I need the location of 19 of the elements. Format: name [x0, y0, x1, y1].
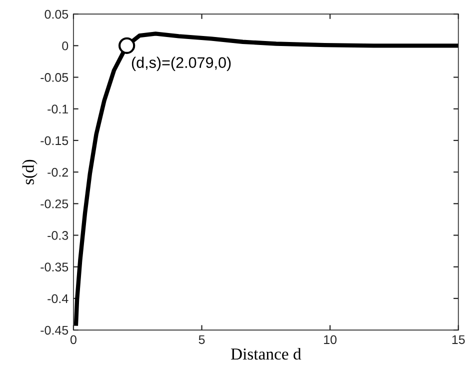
y-tick-label: -0.4	[48, 294, 68, 304]
x-tick-label: 0	[70, 335, 76, 344]
line-series	[74, 32, 458, 326]
x-axis-title: Distance d	[230, 348, 302, 360]
y-tick-label: 0.05	[44, 10, 68, 19]
y-tick-label: -0.25	[40, 199, 68, 208]
y-tick-label: -0.15	[40, 136, 68, 146]
x-tick-label: 10	[324, 335, 337, 344]
y-tick-label: -0.35	[40, 262, 68, 272]
y-axis-title: s(d)	[22, 160, 38, 184]
y-tick-label: -0.3	[48, 231, 68, 240]
y-tick-label: -0.1	[48, 104, 68, 114]
y-tick-label: 0	[62, 41, 68, 50]
x-tick-label: 5	[198, 335, 205, 344]
annotation: (d,s)=(2.079,0)	[132, 56, 231, 72]
y-tick-label: -0.2	[48, 168, 68, 177]
x-tick-label: 15	[452, 335, 465, 344]
y-tick-label: -0.05	[40, 73, 68, 82]
y-tick-label: -0.45	[40, 326, 68, 335]
